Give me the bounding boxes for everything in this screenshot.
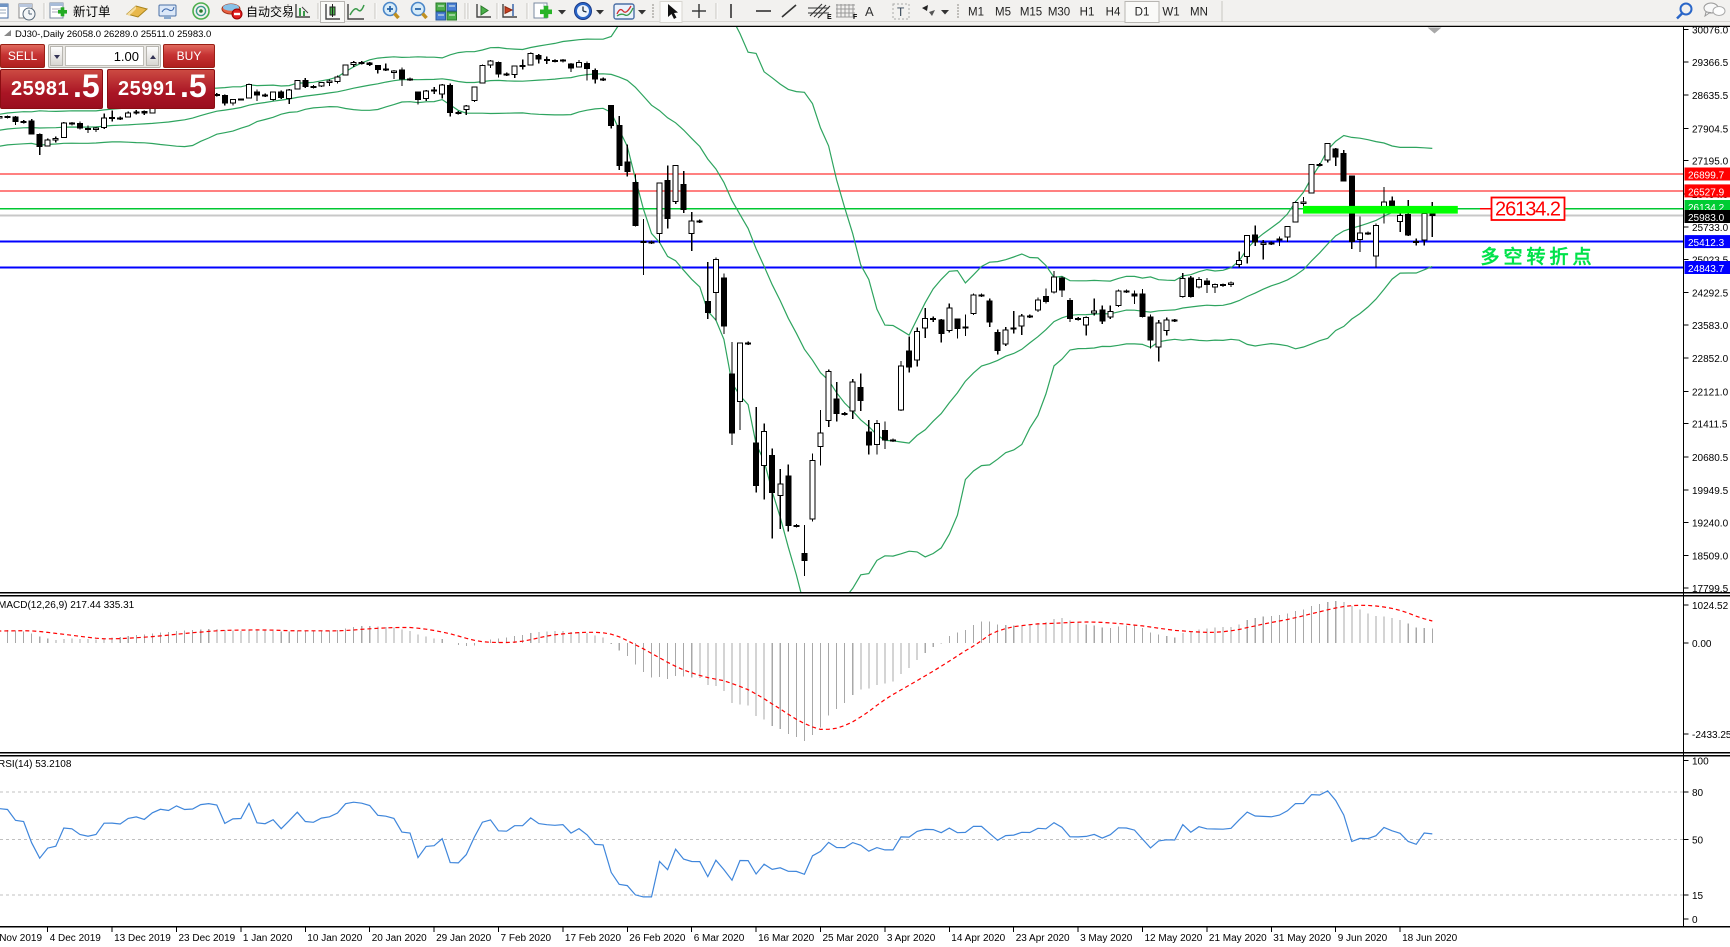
- svg-text:T: T: [897, 5, 905, 19]
- svg-text:22852.0: 22852.0: [1692, 354, 1729, 365]
- svg-text:23 Apr 2020: 23 Apr 2020: [1016, 933, 1070, 944]
- svg-text:19240.0: 19240.0: [1692, 518, 1729, 529]
- svg-text:26899.7: 26899.7: [1688, 171, 1725, 182]
- svg-text:30076.0: 30076.0: [1692, 26, 1729, 37]
- svg-text:M30: M30: [1048, 7, 1070, 19]
- svg-text:H1: H1: [1080, 7, 1095, 19]
- svg-text:3 Apr 2020: 3 Apr 2020: [887, 933, 936, 944]
- svg-text:21 May 2020: 21 May 2020: [1209, 933, 1267, 944]
- svg-text:新订单: 新订单: [73, 4, 111, 19]
- svg-text:MACD(12,26,9) 217.44 335.31: MACD(12,26,9) 217.44 335.31: [0, 600, 135, 611]
- svg-text:M1: M1: [968, 7, 984, 19]
- svg-text:24843.7: 24843.7: [1688, 264, 1725, 275]
- svg-text:4 Dec 2019: 4 Dec 2019: [50, 933, 102, 944]
- svg-text:10 Jan 2020: 10 Jan 2020: [307, 933, 362, 944]
- svg-text:-2433.25: -2433.25: [1692, 730, 1730, 741]
- svg-text:DJ30-,Daily 26058.0 26289.0 2: DJ30-,Daily 26058.0 26289.0 25511.0 2598…: [15, 29, 211, 40]
- svg-text:25023.5: 25023.5: [1692, 255, 1729, 266]
- svg-text:12 May 2020: 12 May 2020: [1145, 933, 1203, 944]
- svg-text:80: 80: [1692, 788, 1704, 799]
- svg-text:20 Jan 2020: 20 Jan 2020: [372, 933, 427, 944]
- svg-text:3 May 2020: 3 May 2020: [1080, 933, 1133, 944]
- svg-text:13 Dec 2019: 13 Dec 2019: [114, 933, 171, 944]
- svg-text:D1: D1: [1135, 7, 1150, 19]
- svg-text:M15: M15: [1020, 7, 1042, 19]
- svg-text:28635.5: 28635.5: [1692, 91, 1729, 102]
- svg-text:16 Mar 2020: 16 Mar 2020: [758, 933, 815, 944]
- svg-text:7 Feb 2020: 7 Feb 2020: [501, 933, 552, 944]
- svg-text:0: 0: [1692, 915, 1698, 926]
- svg-text:1 Jan 2020: 1 Jan 2020: [243, 933, 293, 944]
- svg-text:26 Feb 2020: 26 Feb 2020: [629, 933, 686, 944]
- svg-text:29 Jan 2020: 29 Jan 2020: [436, 933, 491, 944]
- svg-text:27195.0: 27195.0: [1692, 157, 1729, 168]
- svg-text:A: A: [865, 4, 874, 19]
- svg-text:27904.5: 27904.5: [1692, 124, 1729, 135]
- svg-text:26134.2: 26134.2: [1495, 199, 1561, 221]
- svg-text:1024.52: 1024.52: [1692, 601, 1729, 612]
- svg-text:21411.5: 21411.5: [1692, 420, 1728, 431]
- svg-text:25 Mar 2020: 25 Mar 2020: [823, 933, 880, 944]
- svg-text:25412.3: 25412.3: [1688, 238, 1725, 249]
- svg-text:23583.0: 23583.0: [1692, 321, 1729, 332]
- svg-text:24292.5: 24292.5: [1692, 289, 1729, 300]
- svg-text:W1: W1: [1162, 7, 1179, 19]
- svg-text:MN: MN: [1190, 7, 1208, 19]
- svg-text:RSI(14) 53.2108: RSI(14) 53.2108: [0, 759, 72, 770]
- svg-text:6 Mar 2020: 6 Mar 2020: [694, 933, 745, 944]
- svg-text:20680.5: 20680.5: [1692, 453, 1729, 464]
- svg-text:25733.0: 25733.0: [1692, 223, 1729, 234]
- svg-text:多空转折点: 多空转折点: [1480, 245, 1595, 268]
- svg-text:F: F: [853, 14, 858, 21]
- svg-text:18 Jun 2020: 18 Jun 2020: [1402, 933, 1457, 944]
- svg-text:15: 15: [1692, 891, 1704, 902]
- svg-text:22121.0: 22121.0: [1692, 387, 1729, 398]
- svg-text:25983.0: 25983.0: [1688, 213, 1725, 224]
- svg-text:H4: H4: [1106, 7, 1121, 19]
- svg-text:25 Nov 2019: 25 Nov 2019: [0, 933, 42, 944]
- svg-text:自动交易: 自动交易: [246, 4, 294, 19]
- svg-text:E: E: [827, 14, 832, 21]
- svg-text:9 Jun 2020: 9 Jun 2020: [1338, 933, 1388, 944]
- svg-text:17799.5: 17799.5: [1692, 584, 1729, 595]
- svg-text:17 Feb 2020: 17 Feb 2020: [565, 933, 622, 944]
- svg-text:31 May 2020: 31 May 2020: [1273, 933, 1331, 944]
- svg-text:100: 100: [1692, 756, 1709, 767]
- svg-text:50: 50: [1692, 836, 1704, 847]
- svg-text:19949.5: 19949.5: [1692, 486, 1729, 497]
- svg-text:29366.5: 29366.5: [1692, 58, 1729, 69]
- svg-text:14 Apr 2020: 14 Apr 2020: [951, 933, 1005, 944]
- svg-text:M5: M5: [995, 7, 1011, 19]
- svg-text:18509.0: 18509.0: [1692, 552, 1729, 563]
- svg-text:26527.9: 26527.9: [1688, 187, 1725, 198]
- svg-text:26134.2: 26134.2: [1688, 203, 1725, 214]
- svg-text:0.00: 0.00: [1692, 639, 1712, 650]
- svg-text:23 Dec 2019: 23 Dec 2019: [179, 933, 236, 944]
